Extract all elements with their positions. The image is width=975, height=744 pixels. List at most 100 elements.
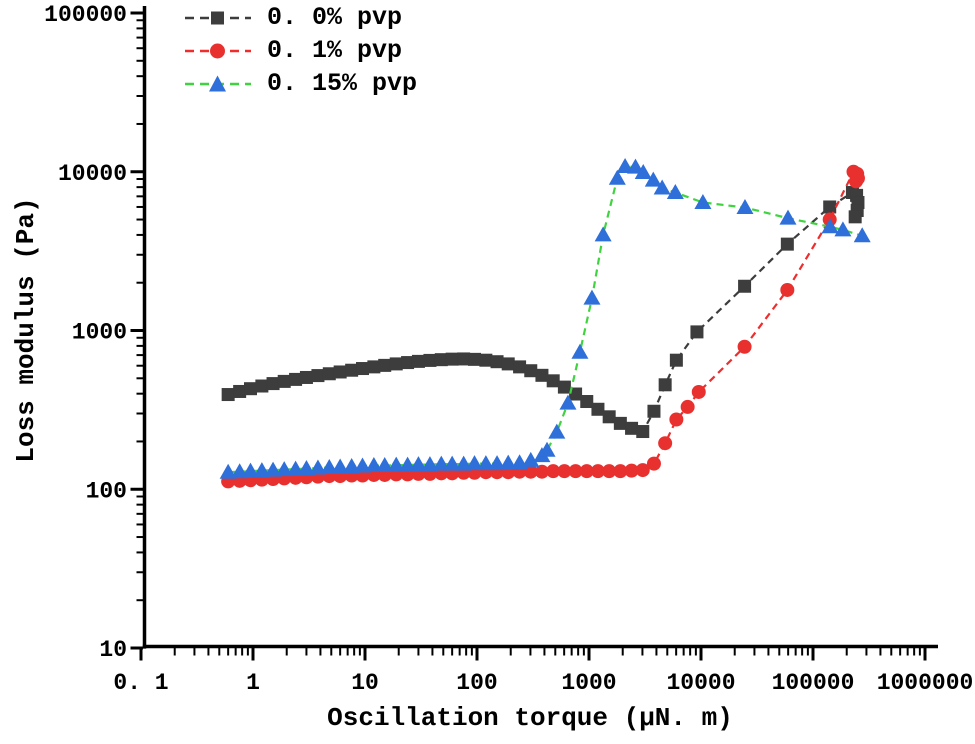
triangle-marker-icon (694, 194, 712, 210)
series-line (228, 165, 863, 474)
square-marker-icon (738, 279, 752, 293)
triangle-marker-icon (421, 456, 439, 472)
legend-item: 0. 0% pvp (183, 1, 417, 34)
square-marker-icon (669, 353, 683, 367)
triangle-marker-icon (354, 457, 372, 473)
legend-swatch (185, 11, 251, 24)
triangle-marker-icon (538, 441, 556, 457)
circle-marker-icon (590, 464, 605, 479)
triangle-marker-icon (365, 457, 383, 473)
square-marker-icon (434, 353, 448, 367)
triangle-marker-icon (644, 171, 662, 187)
triangle-marker-icon (653, 179, 671, 195)
square-marker-icon (569, 387, 583, 401)
square-marker-icon (524, 364, 538, 378)
y-tick-label: 1000 (72, 320, 127, 346)
square-marker-icon (780, 237, 794, 251)
triangle-marker-icon (409, 456, 427, 472)
square-marker-icon (513, 360, 527, 374)
triangle-marker-icon (432, 455, 450, 471)
triangle-marker-icon (376, 457, 394, 473)
triangle-marker-icon (853, 227, 871, 243)
triangle-marker-icon (309, 459, 327, 475)
triangle-marker-icon (548, 423, 566, 439)
square-marker-icon (613, 416, 627, 430)
square-marker-icon (636, 425, 650, 439)
square-marker-icon (501, 357, 515, 371)
triangle-marker-icon (387, 456, 405, 472)
y-tick-label: 100000 (44, 2, 127, 28)
square-marker-icon (221, 388, 235, 402)
x-tick-label: 1000 (561, 670, 616, 696)
y-tick-label: 100 (86, 478, 127, 504)
triangle-marker-icon (488, 455, 506, 471)
circle-marker-icon (534, 464, 549, 479)
square-marker-icon (546, 374, 560, 388)
x-tick-label: 1 (246, 670, 260, 696)
square-marker-icon (255, 379, 269, 393)
triangle-marker-icon (559, 394, 577, 410)
circle-marker-icon (669, 412, 684, 427)
x-tick-label: 1000000 (877, 670, 974, 696)
y-axis-ticks: 10 100 1000 10000 100000 (44, 2, 143, 663)
square-marker-icon (535, 368, 549, 382)
legend-label: 0. 1% pvp (267, 36, 403, 65)
square-marker-icon (299, 370, 313, 384)
triangle-marker-icon (275, 461, 293, 477)
triangle-marker-icon (253, 462, 271, 478)
square-marker-icon (233, 384, 247, 398)
circle-marker-icon (646, 456, 661, 471)
square-marker-icon (625, 421, 639, 435)
circle-marker-icon (579, 464, 594, 479)
triangle-marker-icon (571, 343, 589, 359)
legend-item: 0. 1% pvp (183, 34, 417, 67)
x-tick-label: 100 (456, 670, 497, 696)
x-tick-label: 10 (351, 670, 379, 696)
square-marker-icon (244, 382, 258, 396)
series-markers (219, 157, 871, 479)
circle-marker-icon (568, 464, 583, 479)
triangle-marker-icon (264, 461, 282, 477)
square-marker-icon (378, 358, 392, 372)
legend-label: 0. 15% pvp (267, 69, 418, 98)
triangle-marker-icon (522, 451, 540, 467)
square-marker-icon (367, 360, 381, 374)
legend-swatch (185, 43, 251, 58)
circle-marker-icon (602, 464, 617, 479)
square-marker-icon (823, 200, 837, 214)
circle-marker-icon (210, 43, 225, 58)
y-axis-title: Loss modulus (Pa) (11, 197, 41, 463)
square-marker-icon (490, 355, 504, 369)
legend-item: 0. 15% pvp (183, 67, 417, 100)
square-marker-icon (322, 367, 336, 381)
square-marker-icon (690, 325, 704, 339)
square-marker-icon (602, 410, 616, 424)
triangle-marker-icon (626, 158, 644, 174)
y-tick-label: 10 (99, 637, 127, 663)
triangle-marker-icon (736, 199, 754, 215)
series-2 (219, 157, 871, 479)
circle-marker-icon (546, 464, 561, 479)
square-marker-icon (411, 354, 425, 368)
square-marker-icon (557, 380, 571, 394)
series-0 (221, 186, 865, 439)
triangle-marker-icon (477, 455, 495, 471)
circle-marker-icon (780, 282, 795, 297)
circle-marker-icon (658, 436, 673, 451)
square-marker-icon (423, 353, 437, 367)
square-marker-icon (333, 365, 347, 379)
triangle-marker-icon (443, 455, 461, 471)
triangle-marker-icon (331, 458, 349, 474)
square-marker-icon (457, 352, 471, 366)
circle-marker-icon (613, 464, 628, 479)
square-marker-icon (389, 357, 403, 371)
x-tick-label: 100000 (772, 670, 855, 696)
series-line (227, 191, 860, 433)
legend: 0. 0% pvp 0. 1% pvp 0. 15% pvp (183, 1, 417, 100)
triangle-marker-icon (466, 455, 484, 471)
square-marker-icon (848, 210, 862, 224)
x-axis-ticks: 0. 1 1 10 100 1000 10000 100000 1000000 (113, 648, 973, 696)
x-axis-title: Oscillation torque (μN. m) (327, 703, 733, 733)
legend-swatch (185, 75, 251, 91)
